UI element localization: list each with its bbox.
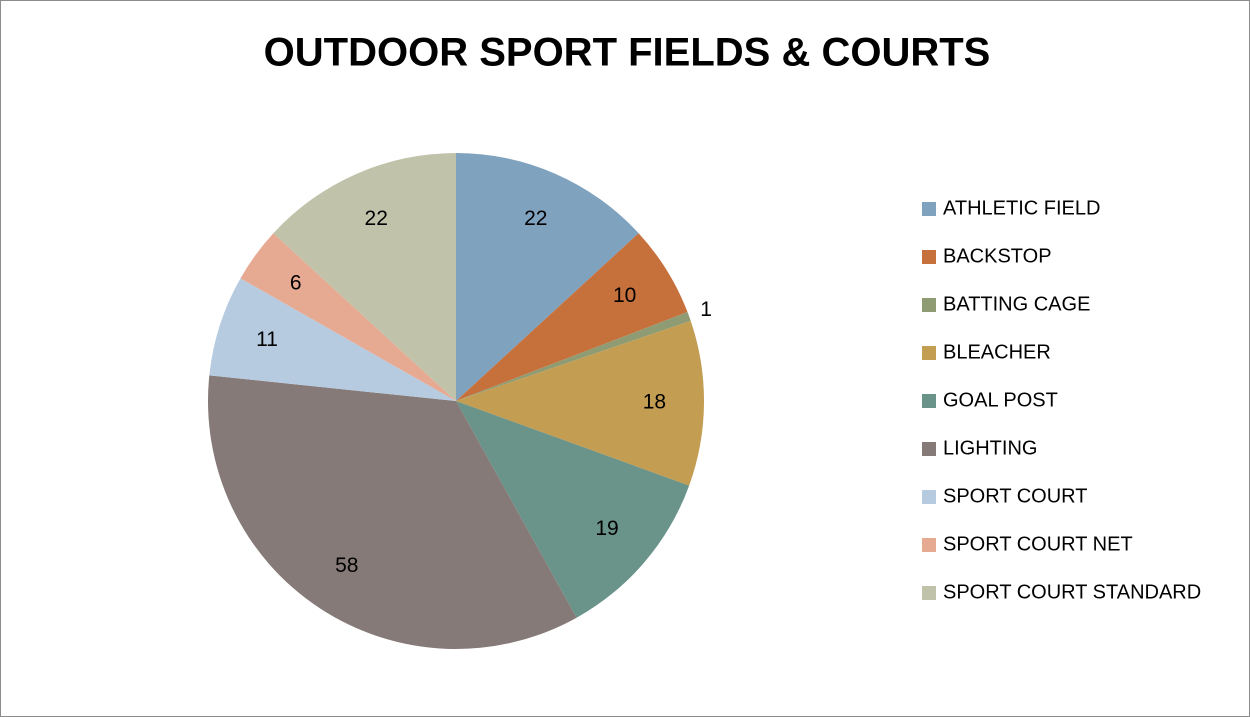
legend-label: SPORT COURT STANDARD bbox=[943, 581, 1201, 603]
data-label: 10 bbox=[613, 284, 636, 307]
legend-swatch bbox=[922, 202, 936, 216]
legend-swatch bbox=[922, 442, 936, 456]
pie-slice bbox=[456, 401, 690, 618]
legend-swatch bbox=[922, 346, 936, 360]
legend-label: SPORT COURT NET bbox=[943, 533, 1133, 555]
data-label: 22 bbox=[365, 207, 388, 230]
legend-swatch bbox=[922, 490, 936, 504]
legend-swatch bbox=[922, 298, 936, 312]
pie-slice bbox=[273, 153, 456, 401]
pie-slice bbox=[456, 312, 691, 401]
data-label: 1 bbox=[700, 298, 712, 321]
legend-label: BATTING CAGE bbox=[943, 293, 1090, 315]
data-label: 19 bbox=[595, 517, 618, 540]
legend-label: BACKSTOP bbox=[943, 245, 1052, 267]
legend-label: ATHLETIC FIELD bbox=[943, 197, 1100, 219]
legend-label: GOAL POST bbox=[943, 389, 1058, 411]
pie-slice bbox=[209, 278, 456, 401]
data-label: 58 bbox=[335, 554, 358, 577]
pie-slice bbox=[456, 233, 688, 401]
pie-slice bbox=[240, 233, 456, 401]
legend-swatch bbox=[922, 394, 936, 408]
legend-swatch bbox=[922, 250, 936, 264]
legend-swatch bbox=[922, 586, 936, 600]
data-label: 22 bbox=[524, 207, 547, 230]
pie-slice bbox=[456, 153, 639, 401]
legend-swatch bbox=[922, 538, 936, 552]
chart-title: OUTDOOR SPORT FIELDS & COURTS bbox=[264, 31, 991, 75]
data-label: 11 bbox=[256, 328, 278, 351]
legend-label: SPORT COURT bbox=[943, 485, 1087, 507]
pie-slice bbox=[456, 320, 704, 486]
legend-label: BLEACHER bbox=[943, 341, 1051, 363]
data-label: 6 bbox=[290, 272, 302, 295]
legend-label: LIGHTING bbox=[943, 437, 1037, 459]
data-label: 18 bbox=[643, 390, 666, 413]
pie-slice bbox=[207, 375, 577, 649]
